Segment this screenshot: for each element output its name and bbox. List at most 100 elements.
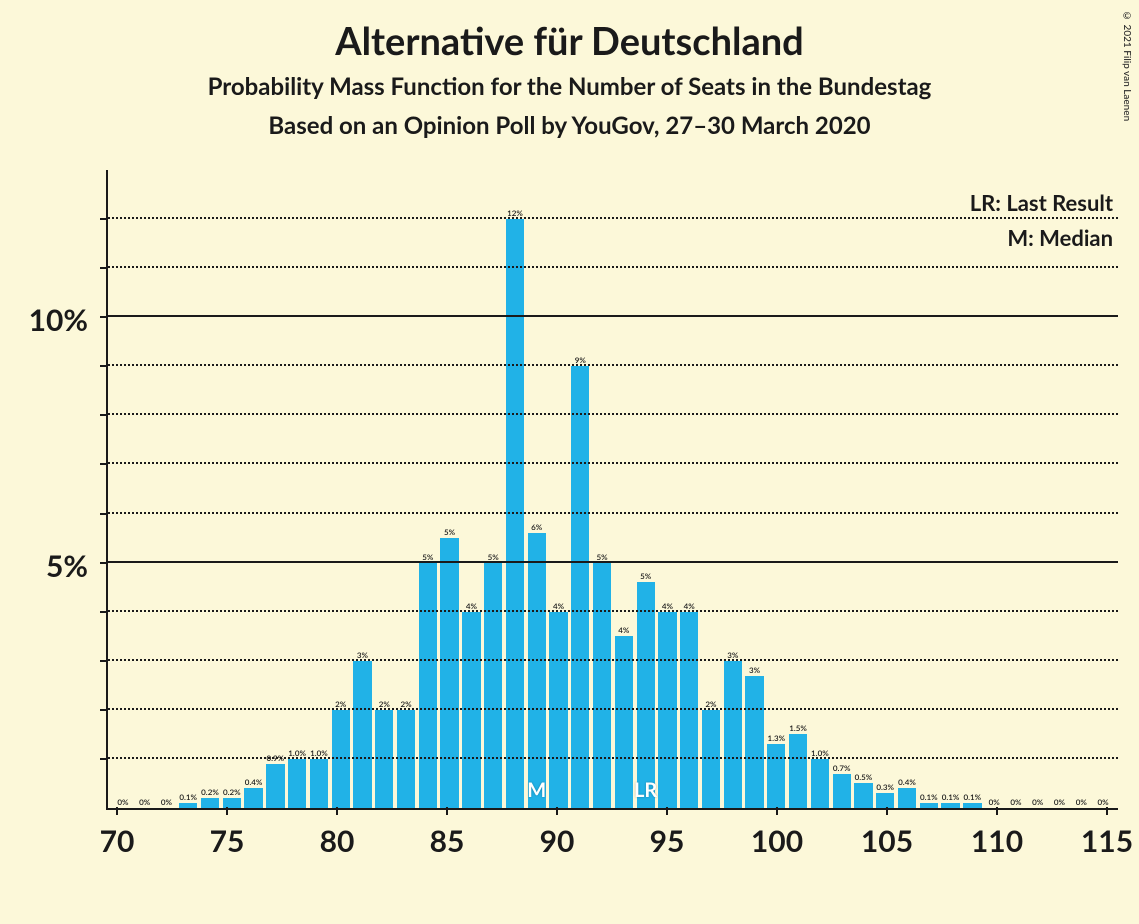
gridline-minor [108, 217, 1118, 219]
x-axis-label: 115 [1081, 823, 1133, 859]
chart-titles: Alternative für Deutschland Probability … [0, 0, 1139, 140]
x-slot: 90 [546, 815, 568, 870]
x-tick [116, 807, 118, 815]
bar [724, 661, 742, 808]
bar-value-label: 6% [531, 522, 542, 532]
x-tick [1106, 807, 1108, 815]
bar-value-label: 0% [1010, 797, 1021, 807]
x-slot [128, 815, 150, 870]
x-tick [336, 807, 338, 815]
x-tick [666, 807, 668, 815]
bar [811, 759, 829, 808]
bar [244, 788, 262, 808]
y-tick [100, 365, 108, 367]
bar-value-label: 0.1% [179, 792, 197, 802]
bar [179, 803, 197, 808]
gridline-minor [108, 708, 1118, 710]
bar [898, 788, 916, 808]
x-slot [832, 815, 854, 870]
x-slot [678, 815, 700, 870]
x-slot: 100 [766, 815, 788, 870]
x-slot: 115 [1096, 815, 1118, 870]
x-slot [810, 815, 832, 870]
plot-area: 0%0%0%0.1%0.2%0.2%0.4%0.9%1.0%1.0%2%3%2%… [106, 170, 1118, 810]
bar [615, 636, 633, 808]
x-slot [260, 815, 282, 870]
bar [310, 759, 328, 808]
y-tick [100, 316, 108, 318]
x-slot [788, 815, 810, 870]
bar-value-label: 0% [989, 797, 1000, 807]
bar-value-label: 0.2% [223, 787, 241, 797]
bar-value-label: 0.1% [920, 792, 938, 802]
x-slot: 105 [876, 815, 898, 870]
y-tick [100, 463, 108, 465]
bar-value-label: 0.1% [964, 792, 982, 802]
bar-value-label: 0% [1054, 797, 1065, 807]
subtitle-1: Probability Mass Function for the Number… [0, 72, 1139, 101]
bar [288, 759, 306, 808]
bar-value-label: 1.3% [767, 733, 785, 743]
bar [637, 582, 655, 808]
x-slot [282, 815, 304, 870]
bar-value-label: 0% [1097, 797, 1108, 807]
x-slot [942, 815, 964, 870]
y-axis-label: 5% [46, 548, 88, 584]
bar-value-label: 0% [1032, 797, 1043, 807]
x-slot [722, 815, 744, 870]
x-slot [612, 815, 634, 870]
x-slot [920, 815, 942, 870]
x-axis: 707580859095100105110115 [106, 815, 1118, 870]
y-tick [100, 513, 108, 515]
bar [266, 764, 284, 808]
x-slot: 75 [216, 815, 238, 870]
gridline-minor [108, 659, 1118, 661]
chart: 5%10% 0%0%0%0.1%0.2%0.2%0.4%0.9%1.0%1.0%… [28, 170, 1118, 870]
gridline-minor [108, 512, 1118, 514]
x-slot [898, 815, 920, 870]
gridline-major [108, 315, 1118, 317]
bar [745, 676, 763, 809]
bar-value-label: 0.3% [876, 782, 894, 792]
copyright-text: © 2021 Filip van Laenen [1121, 10, 1133, 121]
bar-value-label: 4% [618, 625, 629, 635]
bar-value-label: 0.4% [245, 777, 263, 787]
x-tick [446, 807, 448, 815]
bar [833, 774, 851, 808]
bar-value-label: 5% [444, 527, 455, 537]
y-tick [100, 758, 108, 760]
x-slot: 70 [106, 815, 128, 870]
x-slot [1030, 815, 1052, 870]
x-slot: 85 [436, 815, 458, 870]
x-slot: 110 [986, 815, 1008, 870]
x-slot [502, 815, 524, 870]
x-slot [348, 815, 370, 870]
median-marker: M [527, 778, 546, 802]
bar [789, 734, 807, 808]
y-tick [100, 660, 108, 662]
x-slot [568, 815, 590, 870]
bar [353, 661, 371, 808]
bar [484, 563, 502, 808]
y-tick [100, 562, 108, 564]
x-tick [776, 807, 778, 815]
gridline-major [108, 561, 1118, 563]
x-slot [1008, 815, 1030, 870]
gridline-minor [108, 757, 1118, 759]
subtitle-2: Based on an Opinion Poll by YouGov, 27–3… [0, 111, 1139, 140]
x-slot [172, 815, 194, 870]
main-title: Alternative für Deutschland [0, 18, 1139, 64]
x-tick [556, 807, 558, 815]
bar-value-label: 0% [139, 797, 150, 807]
bar [876, 793, 894, 808]
x-slot [238, 815, 260, 870]
bar-value-label: 5% [640, 571, 651, 581]
gridline-minor [108, 610, 1118, 612]
gridline-minor [108, 266, 1118, 268]
y-axis: 5% 10% [28, 170, 98, 870]
bar-value-label: 0.4% [898, 777, 916, 787]
x-tick [996, 807, 998, 815]
y-tick [100, 709, 108, 711]
y-tick [100, 611, 108, 613]
y-axis-label: 10% [29, 302, 88, 338]
